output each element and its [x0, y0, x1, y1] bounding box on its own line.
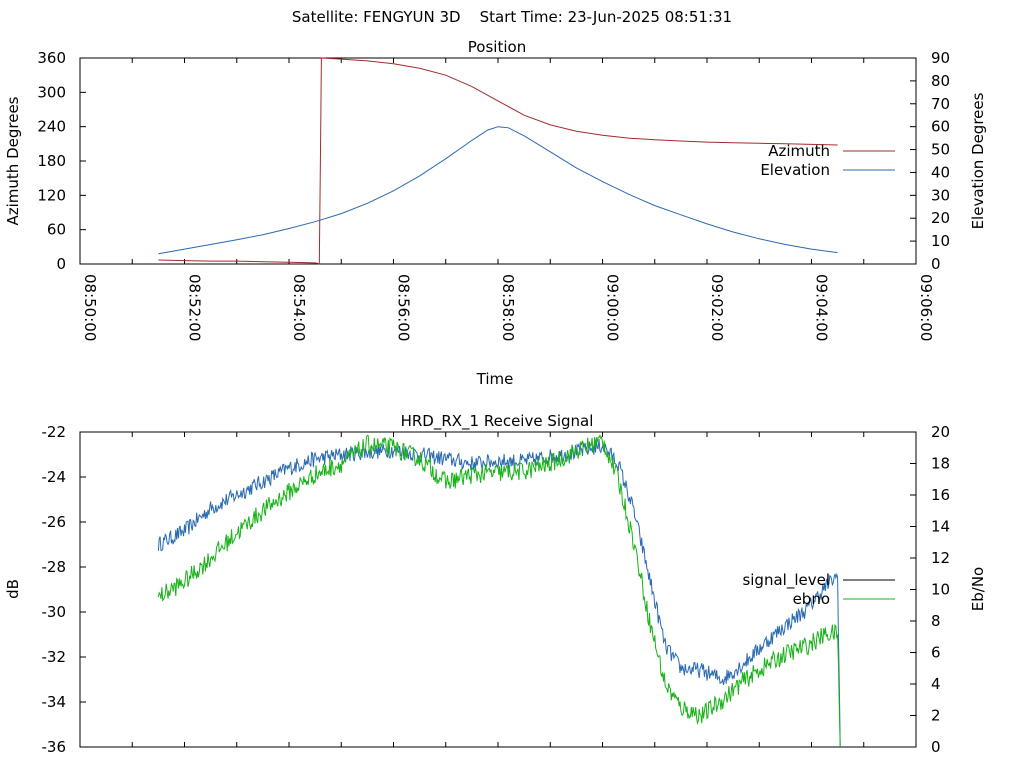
series-line-ebno: [157, 433, 841, 748]
position-chart: Position 08:50:00 08:52:00 08:54:00 08:56:0…: [4, 38, 987, 388]
x-tick-label: 08:52:00: [186, 274, 204, 341]
y-right-tick-label: 60: [931, 118, 950, 136]
y-right-tick-label: 16: [931, 486, 950, 504]
y-right-tick-label: 4: [931, 675, 941, 693]
y-left-tick-label: -30: [42, 603, 67, 621]
y-right-tick-label: 0: [931, 738, 941, 756]
y-left-tick-label: -22: [42, 423, 67, 441]
y-right-tick-label: 30: [931, 186, 950, 204]
y-left-tick-label: -26: [42, 513, 67, 531]
position-x-label: Time: [476, 370, 514, 388]
y-right-tick-label: 20: [931, 209, 950, 227]
signal-y-right-label: Eb/No: [969, 567, 987, 611]
y-left-tick-label: -28: [42, 558, 67, 576]
position-y-right-label: Elevation Degrees: [969, 92, 987, 229]
position-chart-title: Position: [468, 38, 526, 56]
signal-chart: HRD_RX_1 Receive Signal -36-34-32-30-28-…: [4, 412, 987, 756]
y-right-tick-label: 0: [931, 255, 941, 273]
y-right-tick-label: 90: [931, 49, 950, 67]
x-tick-label: 08:56:00: [395, 274, 413, 341]
signal-y-left-label: dB: [4, 579, 22, 599]
y-right-tick-label: 70: [931, 95, 950, 113]
x-tick-label: 08:54:00: [290, 274, 308, 341]
legend-label: signal_level: [742, 571, 830, 590]
legend-label: Elevation: [760, 161, 830, 179]
x-tick-label: 08:58:00: [499, 274, 517, 341]
y-left-tick-label: -32: [42, 648, 67, 666]
y-left-tick-label: -34: [42, 693, 67, 711]
x-tick-label: 09:04:00: [813, 274, 831, 341]
y-right-tick-label: 14: [931, 518, 950, 536]
y-left-tick-label: 300: [37, 83, 66, 101]
series-line-elevation: [158, 126, 838, 255]
y-right-tick-label: 50: [931, 141, 950, 159]
y-left-tick-label: -36: [42, 738, 67, 756]
signal-ticks: -36 -34 -32 -30 -28 -26 -24 -22 0 2 4 6 8 10 12 14 16 18 2…: [42, 423, 951, 756]
y-left-tick-label: 120: [37, 186, 66, 204]
signal-plot-area: [79, 431, 917, 748]
legend-label: Azimuth: [768, 142, 830, 160]
position-series: [158, 57, 838, 265]
y-right-tick-label: 6: [931, 644, 941, 662]
y-left-tick-label: 180: [37, 152, 66, 170]
x-tick-label: 09:06:00: [917, 274, 935, 341]
y-right-tick-label: 12: [931, 549, 950, 567]
x-tick-label: 09:00:00: [604, 274, 622, 341]
legend-label: ebno: [793, 590, 830, 608]
y-right-tick-label: 10: [931, 581, 950, 599]
y-left-tick-label: 60: [47, 221, 66, 239]
chart-header-title: Satellite: FENGYUN 3D Start Time: 23-Jun…: [292, 8, 732, 26]
signal-chart-title: HRD_RX_1 Receive Signal: [401, 412, 594, 431]
y-right-tick-label: 8: [931, 612, 941, 630]
y-left-tick-label: -24: [42, 468, 67, 486]
position-ticks: 08:50:00 08:52:00 08:54:00 08:56:00 08:58:00…: [37, 49, 950, 341]
y-right-tick-label: 10: [931, 232, 950, 250]
y-right-tick-label: 18: [931, 455, 950, 473]
y-left-tick-label: 240: [37, 118, 66, 136]
y-right-tick-label: 20: [931, 423, 950, 441]
y-right-tick-label: 40: [931, 163, 950, 181]
position-y-left-label: Azimuth Degrees: [4, 96, 22, 225]
x-tick-label: 08:50:00: [81, 274, 99, 341]
signal-series: [157, 433, 841, 748]
y-right-tick-label: 2: [931, 707, 941, 725]
y-left-tick-label: 0: [56, 255, 66, 273]
y-left-tick-label: 360: [37, 49, 66, 67]
series-line-azimuth: [158, 57, 838, 265]
x-tick-label: 09:02:00: [708, 274, 726, 341]
y-right-tick-label: 80: [931, 72, 950, 90]
series-line-signal-level: [157, 438, 841, 748]
